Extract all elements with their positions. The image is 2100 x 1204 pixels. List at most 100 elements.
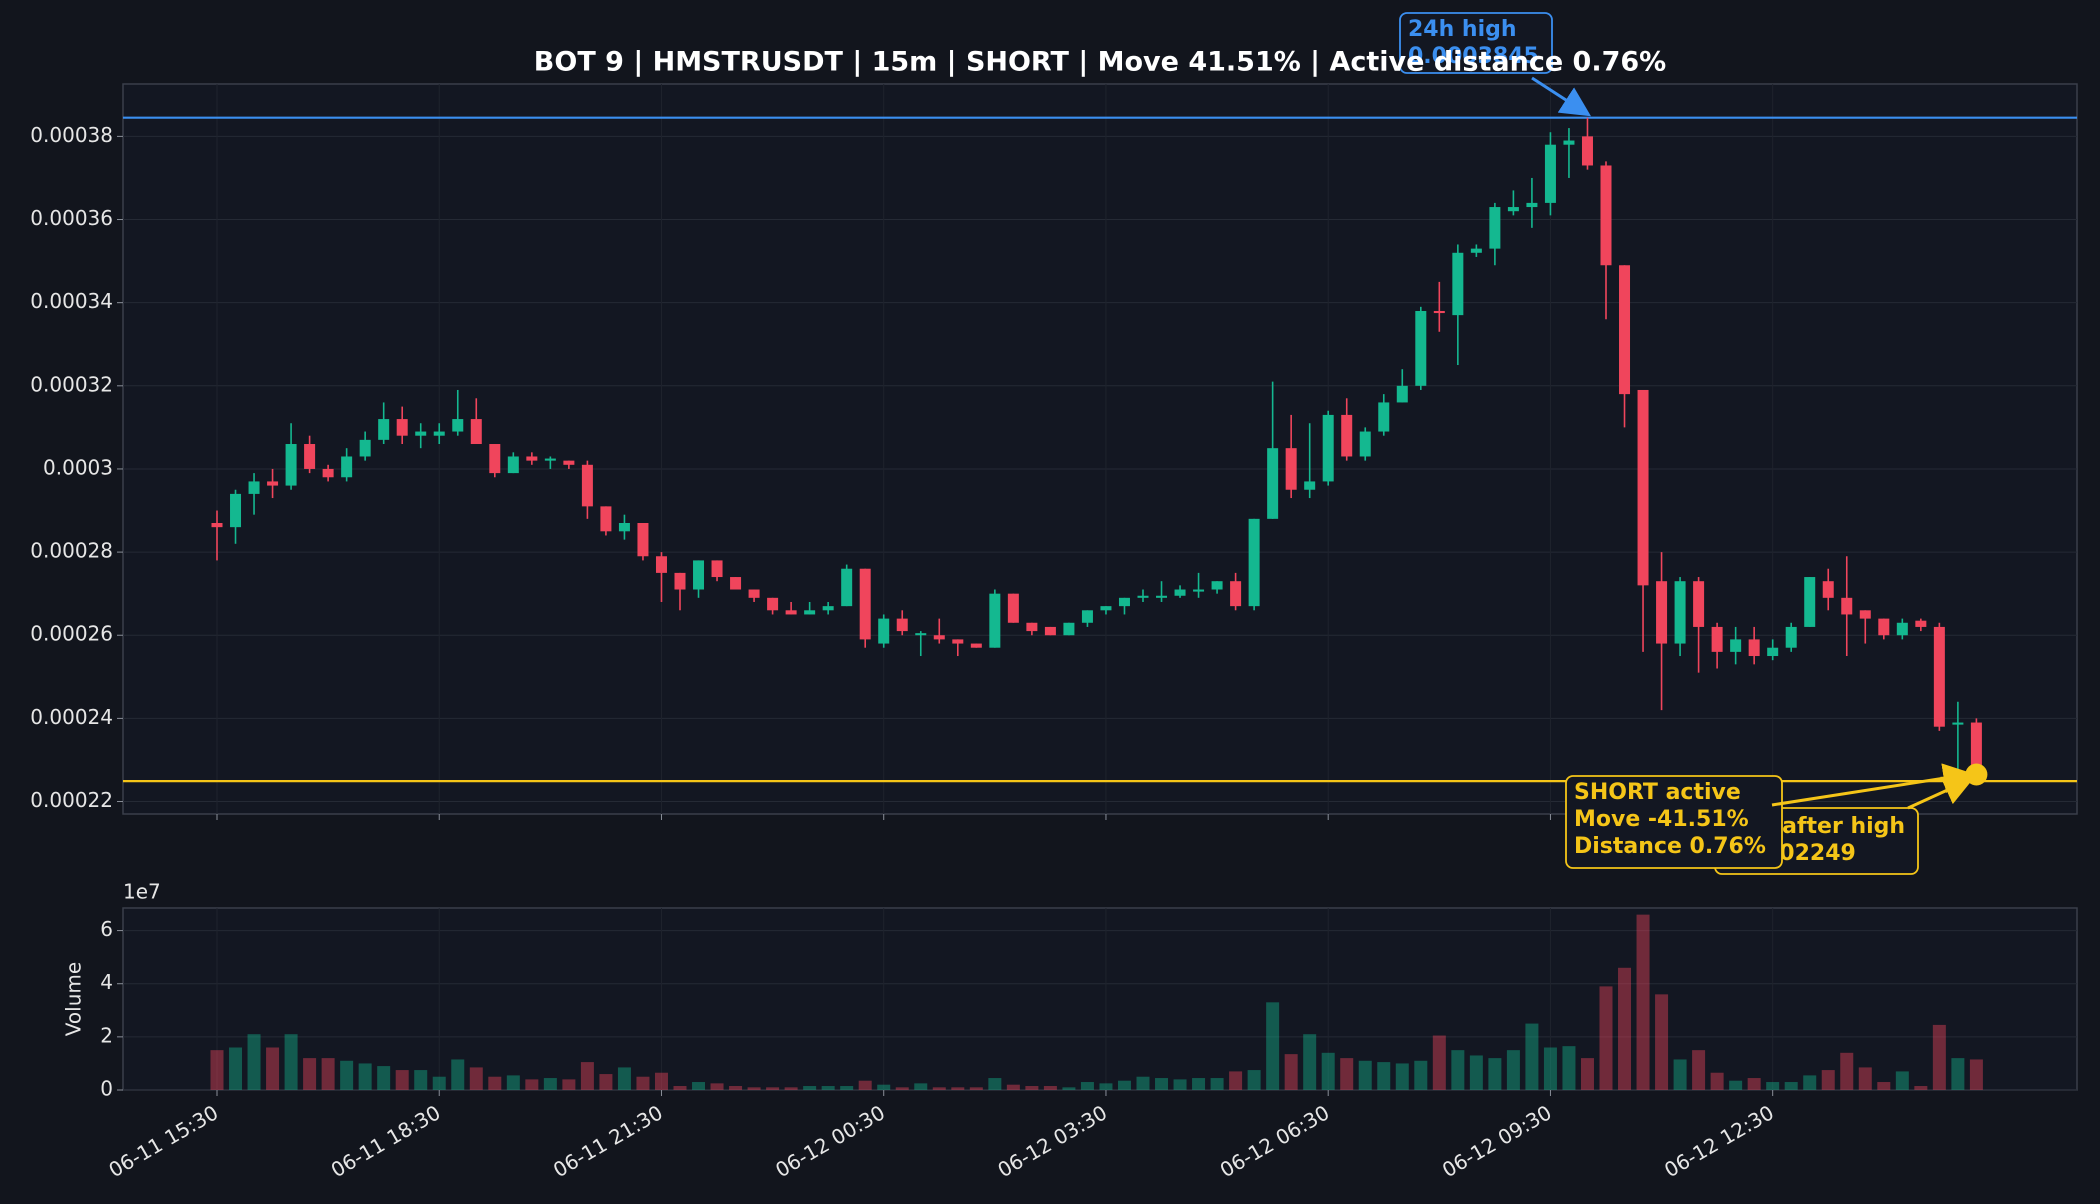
annotation-text: SHORT active — [1574, 780, 1741, 805]
volume-bar — [1525, 1023, 1539, 1090]
annotation-arrow — [1531, 76, 1592, 117]
candle-body — [1230, 581, 1242, 607]
volume-bar — [1488, 1058, 1502, 1090]
volume-bar — [1025, 1086, 1039, 1090]
candle-body — [1674, 581, 1686, 644]
volume-bar — [840, 1086, 854, 1090]
candle-body — [507, 456, 519, 474]
axis-offset: 1e7 — [123, 880, 161, 904]
candle-body — [711, 560, 723, 578]
volume-bar — [1303, 1034, 1317, 1090]
volume-bar — [932, 1087, 946, 1090]
candle-body — [618, 522, 630, 532]
candle-body — [248, 481, 260, 494]
volume-bar — [895, 1087, 909, 1090]
y-tick-label: 0.00036 — [30, 206, 113, 230]
candle-body — [637, 522, 649, 557]
volume-bar — [1710, 1072, 1724, 1090]
candle-body — [341, 456, 353, 478]
volume-bar — [432, 1076, 446, 1090]
candle-body — [1489, 207, 1501, 249]
volume-bar — [340, 1060, 354, 1090]
volume-bar — [1192, 1078, 1206, 1090]
volume-bar — [1340, 1058, 1354, 1090]
volume-bar — [1173, 1079, 1187, 1090]
candle-body — [544, 458, 556, 461]
candle-body — [1156, 595, 1168, 598]
candle-body — [1063, 622, 1075, 636]
volume-bar — [1673, 1059, 1687, 1090]
chart-title: BOT 9 | HMSTRUSDT | 15m | SHORT | Move 4… — [534, 47, 1666, 78]
candle-body — [489, 444, 501, 474]
y-tick-label: 0.0003 — [43, 455, 113, 479]
candle-body — [1656, 581, 1668, 644]
candle-body — [1470, 248, 1482, 253]
volume-bar — [1692, 1050, 1706, 1090]
candle-body — [1174, 589, 1186, 596]
candle-body — [1693, 581, 1705, 627]
volume-bar — [1932, 1024, 1946, 1090]
candle-body — [1952, 722, 1964, 725]
candle-body — [952, 639, 964, 644]
volume-bar — [1506, 1050, 1520, 1090]
volume-bar — [1747, 1078, 1761, 1090]
candle-body — [1341, 414, 1353, 457]
candle-body — [1359, 431, 1371, 457]
candle-body — [1619, 265, 1631, 395]
y-tick-label: 0.00028 — [30, 539, 113, 563]
candle-body — [526, 456, 538, 461]
y-tick-label: 0.00032 — [30, 372, 113, 396]
candle-body — [989, 593, 1001, 648]
candle-body — [1544, 144, 1556, 203]
volume-bar — [617, 1067, 631, 1090]
volume-bar — [451, 1059, 465, 1090]
candle-body — [1767, 647, 1779, 657]
candle-body — [1878, 618, 1890, 636]
volume-bar — [210, 1050, 224, 1090]
volume-bar — [1099, 1083, 1113, 1090]
volume-bar — [1766, 1082, 1780, 1090]
candle-body — [1507, 207, 1519, 212]
y-tick-label: 0.00024 — [30, 705, 113, 729]
volume-bar — [729, 1086, 743, 1090]
candle-body — [1600, 165, 1612, 266]
candle-body — [1415, 310, 1427, 386]
candle-body — [1637, 389, 1649, 586]
volume-bar — [284, 1034, 298, 1090]
candle-body — [841, 568, 853, 607]
candle-body — [933, 635, 945, 640]
volume-bar — [1414, 1060, 1428, 1090]
candle-body — [1563, 140, 1575, 145]
volume-bar — [1229, 1071, 1243, 1090]
candle-body — [1396, 385, 1408, 403]
volume-bar — [654, 1072, 668, 1090]
volume-bar — [1543, 1047, 1557, 1090]
volume-bar — [303, 1058, 317, 1090]
volume-bar — [1655, 994, 1669, 1090]
volume-bar — [1155, 1078, 1169, 1090]
candle-body — [859, 568, 871, 640]
volume-bar — [1858, 1067, 1872, 1090]
candle-body — [433, 431, 445, 436]
volume-bar — [1821, 1070, 1835, 1090]
candle-body — [396, 419, 408, 436]
volume-bar — [562, 1079, 576, 1090]
volume-bar — [580, 1062, 594, 1090]
candle-body — [563, 460, 575, 465]
candle-body — [285, 444, 297, 486]
y-tick-label: 0.00026 — [30, 622, 113, 646]
y-tick-label: 6 — [100, 917, 113, 941]
candle-body — [1748, 639, 1760, 657]
candle-body — [1711, 626, 1723, 652]
candle-body — [1859, 610, 1871, 619]
candle-body — [359, 439, 371, 457]
candle-body — [1211, 581, 1223, 590]
candle-body — [804, 610, 816, 615]
candle-body — [581, 464, 593, 507]
volume-bar — [414, 1070, 428, 1090]
volume-bar — [1266, 1002, 1280, 1090]
volume-bar — [1377, 1062, 1391, 1090]
volume-bar — [1914, 1086, 1928, 1090]
volume-bar — [1117, 1080, 1131, 1090]
